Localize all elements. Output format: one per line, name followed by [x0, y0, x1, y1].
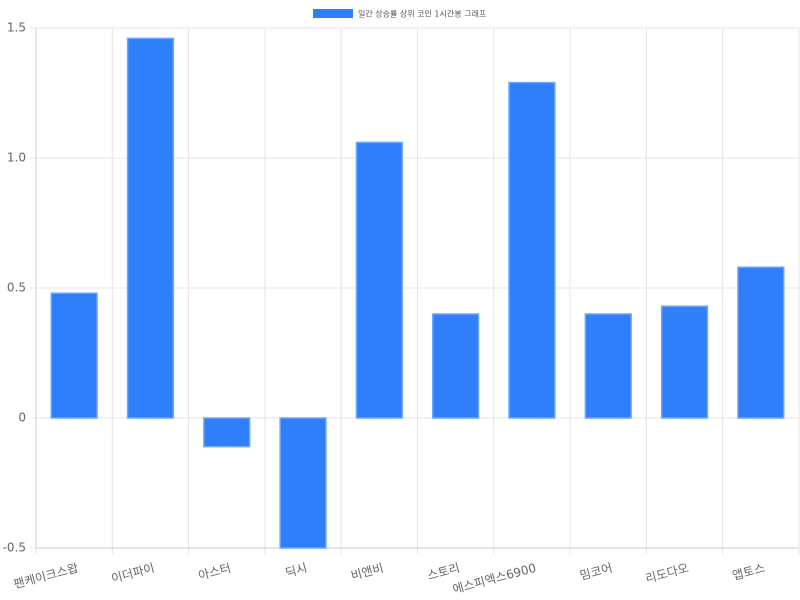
- bar: [203, 417, 251, 448]
- y-tick-label: 1.0: [7, 151, 26, 165]
- x-tick-label: 밈코어: [578, 561, 614, 583]
- x-tick-label: 이더파이: [110, 561, 156, 586]
- bar: [508, 81, 556, 419]
- x-tick-label: 에스피엑스6900: [451, 561, 537, 597]
- y-tick-label: -0.5: [3, 541, 26, 555]
- bar: [126, 37, 175, 419]
- x-tick-label: 리도다오: [644, 561, 690, 586]
- x-tick-label: 스토리: [426, 561, 462, 583]
- y-tick-label: 0: [18, 411, 26, 425]
- y-tick-label: 0.5: [7, 281, 26, 295]
- legend-swatch: [313, 9, 353, 18]
- legend-label: 일간 상승률 상위 코인 1시간봉 그래프: [358, 9, 486, 19]
- y-tick-label: 1.5: [7, 21, 26, 35]
- x-tick-label: 비앤비: [349, 561, 385, 583]
- bar: [584, 313, 632, 419]
- bar: [355, 141, 403, 419]
- bar: [279, 417, 327, 549]
- bar: [660, 305, 709, 419]
- x-tick-label: 딕시: [284, 561, 309, 580]
- x-tick-label: 아스터: [197, 561, 233, 583]
- bar: [737, 266, 785, 419]
- x-tick-label: 앱토스: [731, 561, 767, 583]
- x-tick-label: 팬케이크스왑: [12, 561, 80, 592]
- bar: [432, 313, 480, 419]
- bar: [50, 292, 98, 419]
